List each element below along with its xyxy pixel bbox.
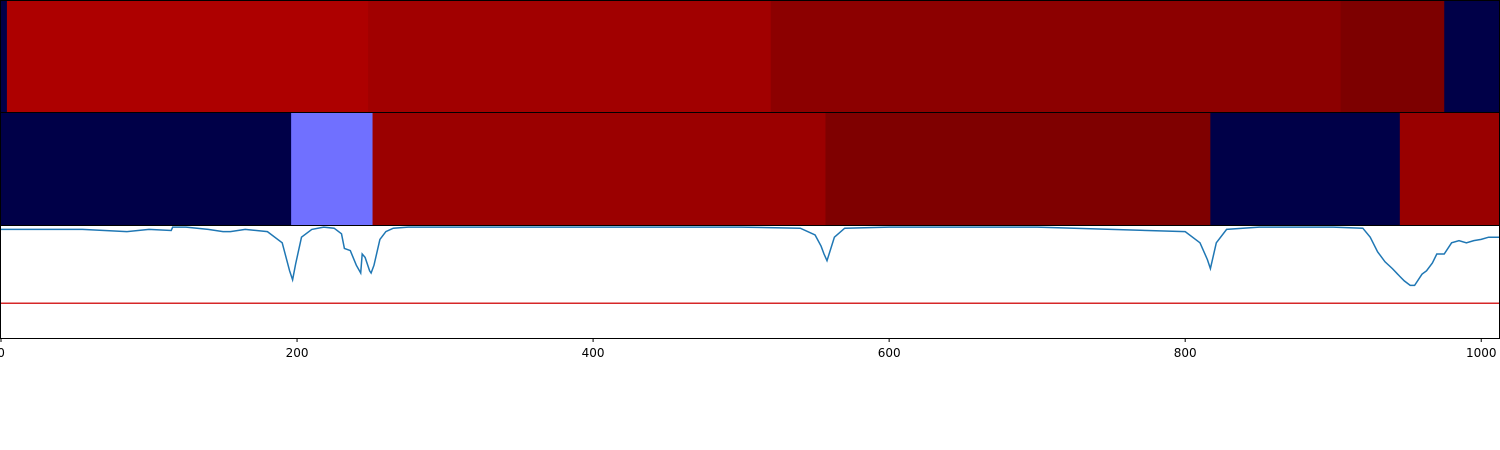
series-line bbox=[1, 226, 1499, 287]
heatmap-segment-1-0 bbox=[1, 113, 292, 225]
heatmap-segment-0-2 bbox=[368, 1, 772, 112]
x-tick-label-5: 1000 bbox=[1466, 346, 1497, 360]
heatmap-segment-0-5 bbox=[1444, 1, 1500, 112]
heatmap-segment-1-4 bbox=[1210, 113, 1401, 225]
heatmap-segment-0-1 bbox=[6, 1, 369, 112]
x-tick-label-2: 400 bbox=[582, 346, 605, 360]
heatmap-track-top bbox=[1, 1, 1500, 112]
heatmap-segment-0-3 bbox=[770, 1, 1342, 112]
x-axis: 0 200 400 600 800 1000 bbox=[0, 338, 1497, 360]
heatmap-segment-0-0 bbox=[1, 1, 8, 112]
heatmap-segment-1-5 bbox=[1399, 113, 1500, 225]
heatmap-segment-1-1 bbox=[291, 113, 374, 225]
line-panel-background bbox=[1, 226, 1499, 338]
heatmap-track-middle bbox=[1, 113, 1500, 225]
x-tick-label-3: 600 bbox=[878, 346, 901, 360]
heatmap-segment-1-3 bbox=[825, 113, 1211, 225]
heatmap-segment-0-4 bbox=[1340, 1, 1445, 112]
line-panel bbox=[1, 226, 1499, 338]
x-tick-label-0: 0 bbox=[0, 346, 5, 360]
x-tick-label-1: 200 bbox=[286, 346, 309, 360]
heatmap-segment-1-2 bbox=[372, 113, 826, 225]
x-tick-label-4: 800 bbox=[1174, 346, 1197, 360]
